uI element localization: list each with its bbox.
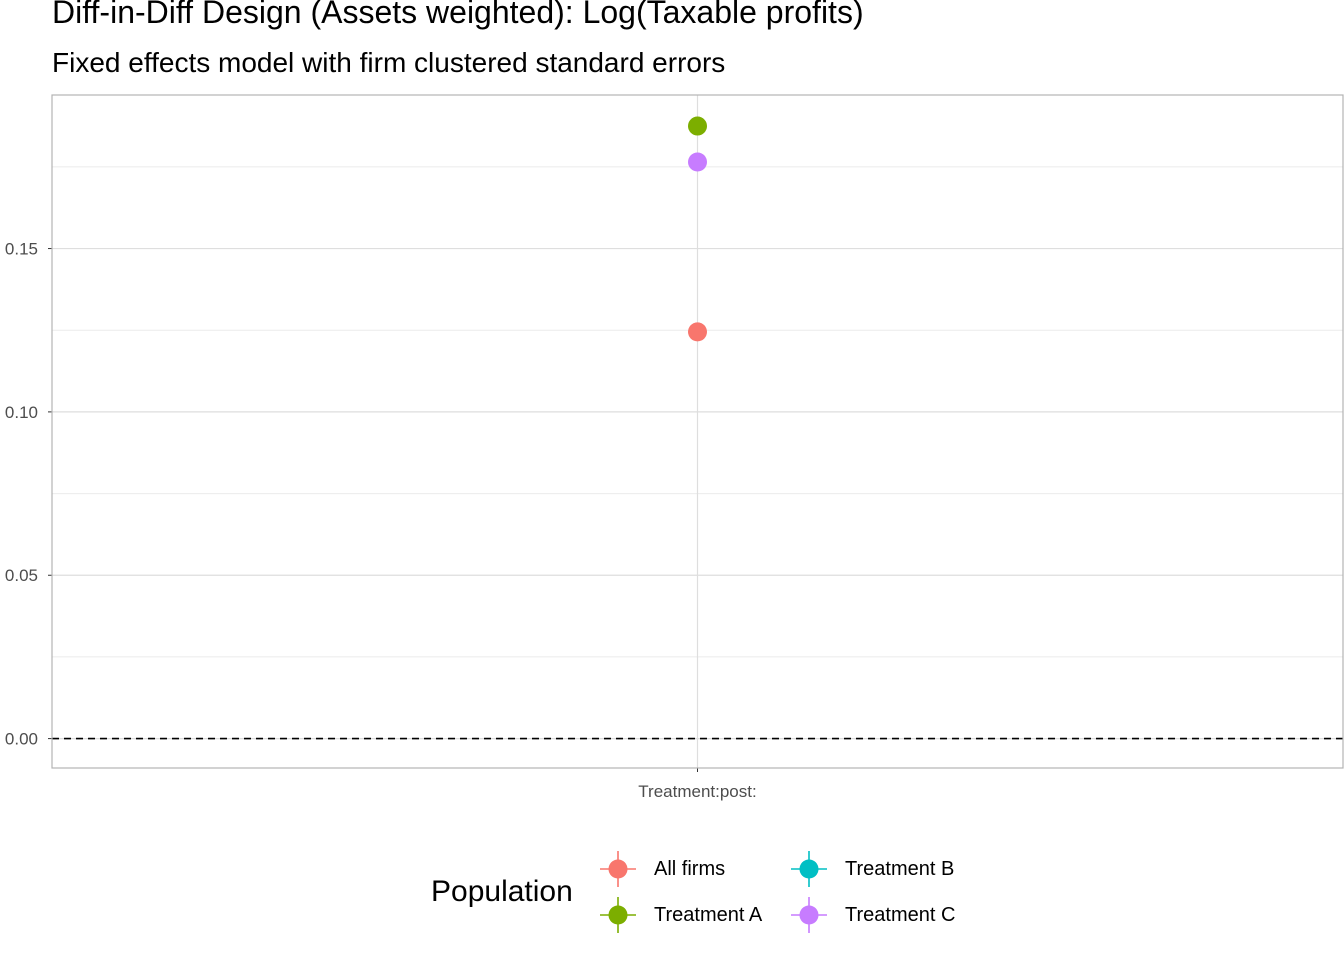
- x-tick-label: Treatment:post:: [638, 782, 756, 801]
- data-point-all-firms: [688, 322, 707, 342]
- legend-key: [791, 897, 827, 933]
- data-point-treatment-a: [688, 116, 707, 136]
- legend-key: [600, 897, 636, 933]
- legend-label: Treatment B: [845, 857, 955, 880]
- chart-title: Diff-in-Diff Design (Assets weighted): L…: [52, 0, 864, 30]
- legend-item: All firms: [598, 849, 725, 889]
- legend-item: Treatment A: [598, 895, 762, 935]
- legend-label: Treatment C: [845, 903, 956, 926]
- y-tick-label: 0.00: [5, 730, 38, 749]
- legend-key: [791, 851, 827, 887]
- data-point-treatment-c: [688, 152, 707, 172]
- legend-item: Treatment B: [789, 849, 954, 889]
- legend-label: Treatment A: [654, 903, 763, 926]
- panel-border: [51, 94, 1344, 769]
- legend-title: Population: [431, 875, 573, 908]
- y-tick-label: 0.10: [5, 403, 38, 422]
- legend-label: All firms: [654, 857, 726, 880]
- chart-subtitle: Fixed effects model with firm clustered …: [52, 47, 726, 78]
- legend-key: [600, 851, 636, 887]
- y-tick-label: 0.05: [5, 566, 38, 585]
- plot-area: 0.00 0.05 0.10 0.15 Treatment:post:: [5, 94, 1344, 801]
- legend-item: Treatment C: [789, 895, 955, 935]
- y-tick-label: 0.15: [5, 240, 38, 259]
